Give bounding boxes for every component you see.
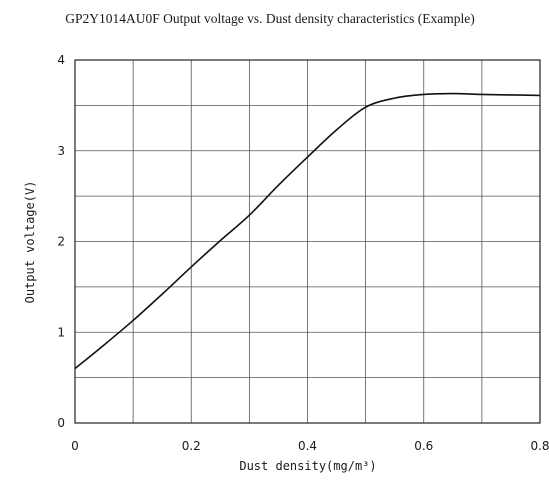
tick-labels: 0 0.2 0.4 0.6 0.8 0 1 2 3 4 bbox=[57, 53, 549, 453]
x-tick-label: 0.4 bbox=[298, 439, 317, 453]
y-tick-label: 0 bbox=[57, 416, 65, 430]
series-line bbox=[74, 92, 541, 370]
x-axis-label: Dust density(mg/m³) bbox=[239, 459, 376, 473]
chart-title: GP2Y1014AU0F Output voltage vs. Dust den… bbox=[65, 11, 474, 26]
gridlines bbox=[75, 60, 540, 423]
series-layer bbox=[74, 92, 541, 370]
x-tick-label: 0.6 bbox=[414, 439, 433, 453]
y-tick-label: 4 bbox=[57, 53, 65, 67]
y-tick-label: 1 bbox=[57, 325, 65, 339]
plot-frame bbox=[74, 59, 541, 424]
x-tick-label: 0.2 bbox=[182, 439, 201, 453]
y-axis-label: Output voltage(V) bbox=[23, 181, 37, 304]
x-tick-label: 0 bbox=[71, 439, 79, 453]
x-tick-label: 0.8 bbox=[530, 439, 549, 453]
y-tick-label: 2 bbox=[57, 235, 65, 249]
y-tick-label: 3 bbox=[57, 144, 65, 158]
